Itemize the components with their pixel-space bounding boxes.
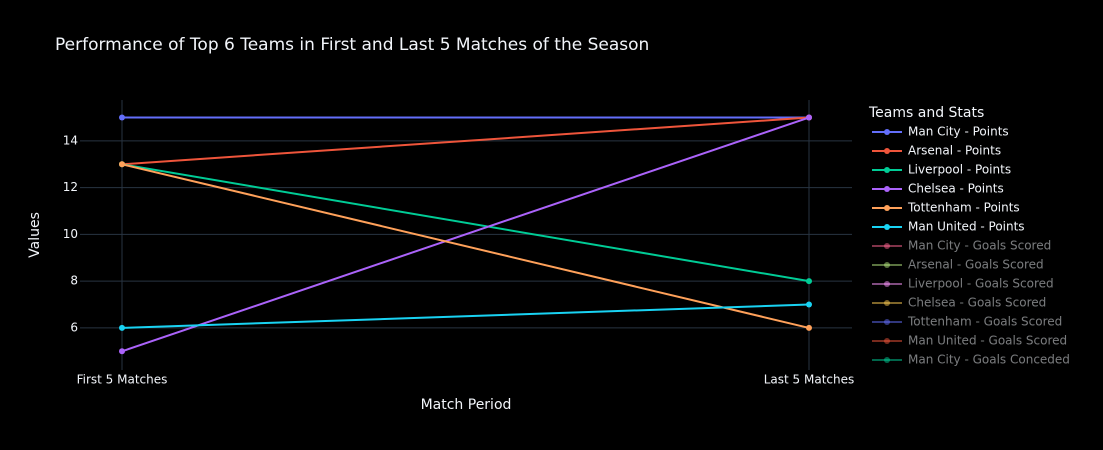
legend-marker [884,129,890,135]
x-axis-title: Match Period [421,397,512,413]
data-point [119,348,125,355]
y-tick-label: 14 [63,133,78,147]
data-point [119,324,125,331]
data-point [806,324,812,331]
legend-label[interactable]: Tottenham - Points [907,201,1020,215]
legend-marker [884,243,890,249]
x-tick-label: Last 5 Matches [764,373,855,387]
y-axis-title: Values [27,212,43,258]
data-point [119,161,125,168]
legend-label[interactable]: Liverpool - Points [908,163,1011,177]
legend-label[interactable]: Man United - Points [908,220,1025,234]
legend-marker [884,148,890,154]
legend-marker [884,319,890,325]
series-line [121,116,810,353]
x-tick-label: First 5 Matches [77,373,168,387]
legend-label[interactable]: Chelsea - Goals Scored [908,296,1046,310]
series-line [121,303,810,329]
chart-title: Performance of Top 6 Teams in First and … [55,35,649,55]
y-tick-label: 6 [70,320,78,334]
legend-marker [884,224,890,230]
legend-label[interactable]: Man United - Goals Scored [908,334,1067,348]
legend-marker [884,186,890,192]
legend-label[interactable]: Chelsea - Points [908,182,1004,196]
y-tick-label: 10 [63,227,78,241]
legend-marker [884,338,890,344]
legend-label[interactable]: Tottenham - Goals Scored [907,315,1062,329]
legend-title: Teams and Stats [868,105,984,121]
legend-label[interactable]: Man City - Goals Scored [908,239,1051,253]
data-point [806,301,812,308]
legend-label[interactable]: Liverpool - Goals Scored [908,277,1054,291]
series-line [121,116,810,166]
data-point [806,278,812,285]
legend-marker [884,300,890,306]
legend-label[interactable]: Man City - Points [908,125,1009,139]
legend-marker [884,357,890,363]
y-tick-label: 12 [63,180,78,194]
legend-marker [884,167,890,173]
legend-marker [884,281,890,287]
y-tick-label: 8 [70,274,78,288]
legend-label[interactable]: Arsenal - Goals Scored [908,258,1044,272]
data-point [119,114,125,121]
legend-marker [884,205,890,211]
data-point [806,114,812,121]
series-line [121,163,810,329]
legend-marker [884,262,890,268]
series-line [121,163,810,283]
legend-label[interactable]: Man City - Goals Conceded [908,353,1070,367]
legend-label[interactable]: Arsenal - Points [908,144,1001,158]
